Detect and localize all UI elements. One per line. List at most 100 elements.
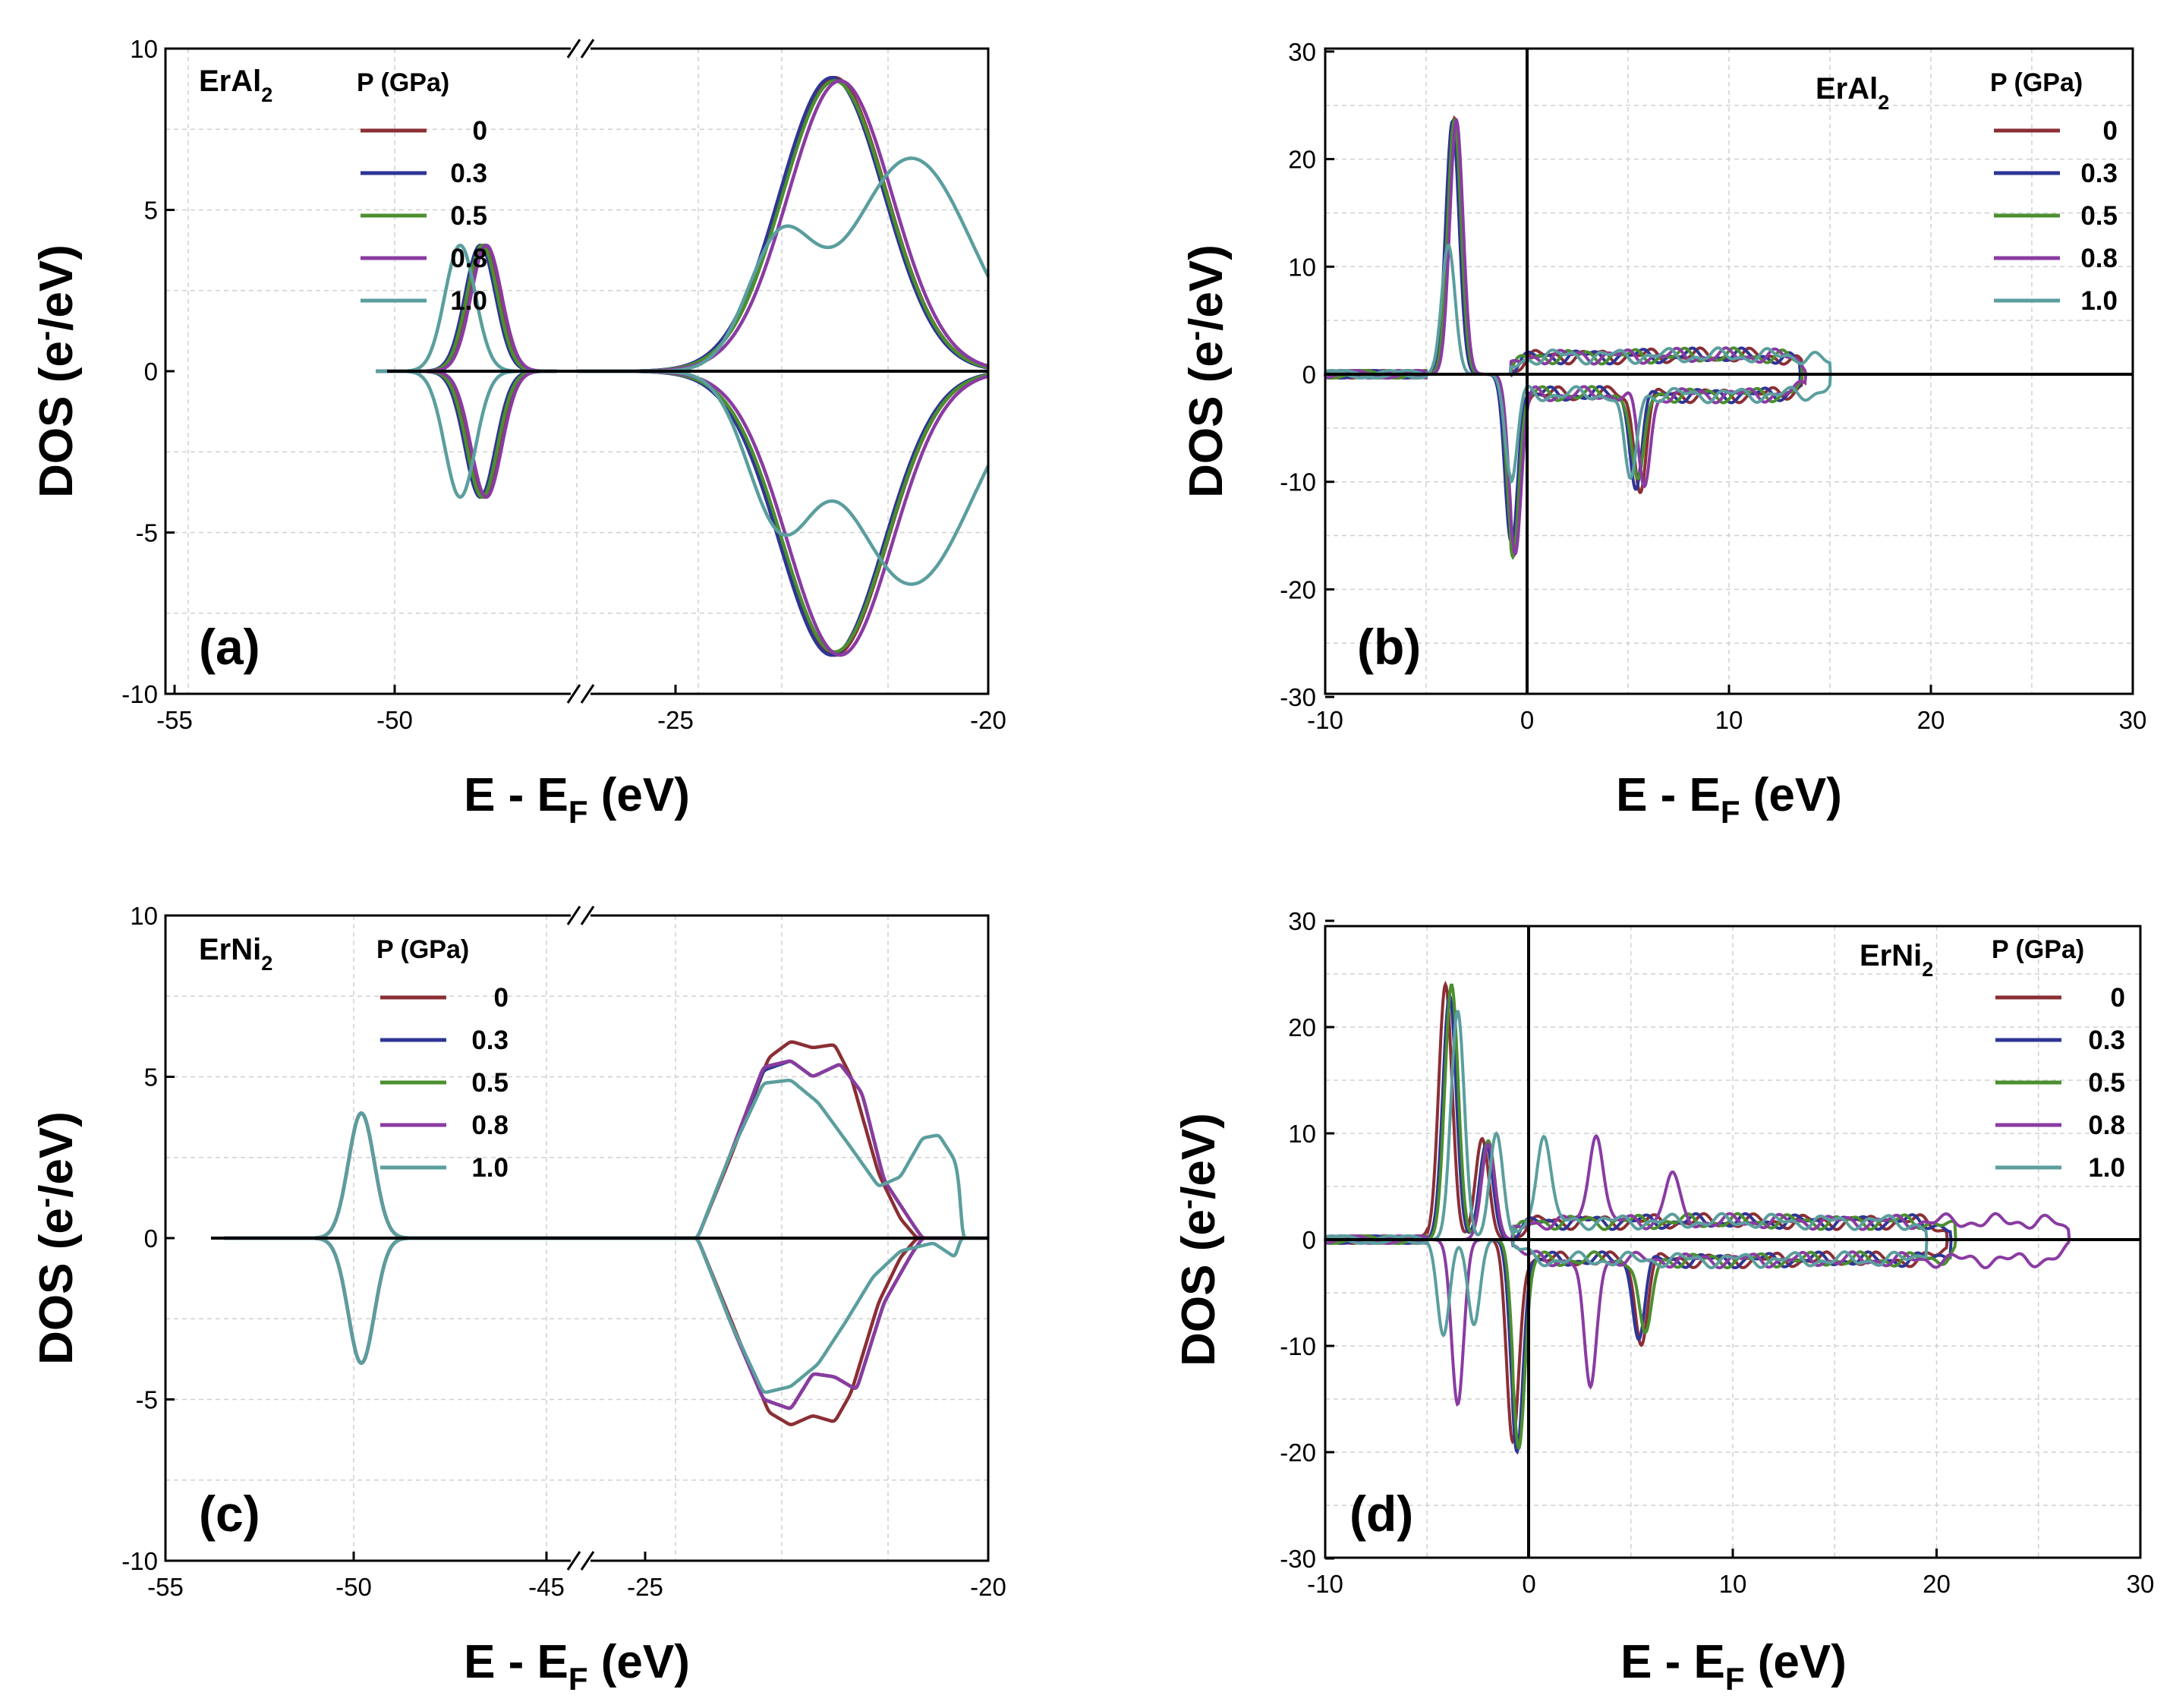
legend-label: 0.5 (2080, 201, 2118, 231)
compound-label: ErAl2 (199, 65, 272, 106)
x-tick-label: -20 (970, 706, 1006, 734)
dos-up-0.5 (1324, 983, 2006, 1245)
x-tick-label: -50 (376, 706, 413, 734)
y-tick-label: 20 (1288, 1013, 1316, 1042)
x-tick-label: 20 (1917, 706, 1945, 734)
compound-label: ErNi2 (1860, 939, 1933, 981)
y-tick-label: 20 (1288, 146, 1316, 174)
y-axis-title: DOS (e-/eV) (1179, 244, 1233, 498)
legend-label: 1.0 (450, 286, 487, 316)
dos-down-1.0 (1324, 368, 1881, 485)
x-tick-label: -25 (657, 706, 694, 734)
panel-d-erni2-valence: -30 -20 -10 0 10 20 30 -10 0 10 20 30 ErNi2 (d) P (… (1171, 907, 2154, 1697)
panel-label: (c) (199, 1486, 260, 1542)
dos-up-0.3 (577, 1059, 988, 1240)
x-tick-label: -55 (147, 1573, 184, 1601)
axis-break-top (566, 906, 595, 925)
series-1.0 (1324, 244, 1881, 485)
y-tick-label: -5 (136, 519, 158, 547)
legend: P (GPa) 0 0.3 0.5 0.8 1.0 (357, 68, 487, 316)
dos-up-0.8 (577, 1059, 988, 1240)
dos-down-0 (577, 1236, 988, 1426)
x-tick-label: -10 (1307, 1570, 1343, 1598)
y-axis-title: DOS (e-/eV) (29, 244, 83, 498)
y-tick-label: 10 (130, 902, 158, 930)
y-tick-label: -5 (136, 1386, 158, 1414)
x-axis-title: E - EF (eV) (1616, 769, 1842, 830)
y-tick-label: 10 (1288, 1120, 1316, 1148)
y-tick-label: 0 (1302, 1226, 1316, 1254)
y-tick-label: 10 (1288, 253, 1316, 281)
dos-down-0.5 (1324, 1234, 2006, 1450)
x-tick-label: 30 (2127, 1570, 2155, 1598)
legend: P (GPa) 0 0.3 0.5 0.8 1.0 (1992, 935, 2125, 1183)
legend-label: 0.5 (2088, 1068, 2125, 1098)
dos-down-0.3 (577, 1236, 988, 1410)
x-tick-label: 0 (1520, 706, 1534, 734)
legend-label: 0.8 (2088, 1111, 2125, 1140)
dos-down-0.8 (577, 369, 989, 657)
dos-down-0.3 (577, 369, 989, 657)
x-tick-label: -25 (627, 1573, 663, 1601)
dos-down-0.3 (224, 1236, 577, 1365)
y-tick-label: -10 (1280, 1332, 1316, 1360)
y-axis-title: DOS (e-/eV) (1171, 1113, 1225, 1366)
dos-down-0.8 (224, 1236, 577, 1365)
legend: P (GPa) 0 0.3 0.5 0.8 1.0 (1990, 68, 2118, 316)
x-tick-label: -55 (156, 706, 193, 734)
legend: P (GPa) 0 0.3 0.5 0.8 1.0 (376, 935, 509, 1183)
legend-title: P (GPa) (1990, 68, 2083, 97)
dos-down-0 (376, 369, 557, 499)
legend-label: 0 (2103, 116, 2118, 146)
x-tick-label: -20 (970, 1573, 1006, 1601)
dos-up-1.0 (224, 1111, 577, 1240)
axis-break-bottom (566, 684, 595, 704)
y-tick-label: 10 (130, 35, 158, 63)
legend-label: 0.3 (450, 159, 487, 188)
dos-up-0 (1324, 115, 1853, 380)
grid-lines (165, 915, 988, 1561)
legend-label: 0.3 (2080, 159, 2118, 188)
dos-up-1.0 (1324, 1010, 1978, 1245)
panel-label: (d) (1349, 1486, 1413, 1542)
dos-down-0.5 (577, 369, 989, 654)
legend-title: P (GPa) (376, 935, 469, 964)
dos-up-0.3 (577, 76, 989, 373)
axis-ticks: -30 -20 -10 0 10 20 30 -10 0 10 20 30 (1280, 38, 2146, 734)
dos-down-0 (577, 369, 989, 657)
legend-title: P (GPa) (1992, 935, 2084, 964)
series-1.0 (224, 1078, 988, 1394)
x-tick-label: 10 (1715, 706, 1743, 734)
x-tick-label: -45 (528, 1573, 565, 1601)
x-tick-label: -10 (1307, 706, 1343, 734)
series-0.8 (224, 1059, 988, 1410)
legend-label: 1.0 (2088, 1153, 2125, 1183)
dos-up-1.0 (1324, 244, 1881, 380)
series-0.8 (1324, 118, 1856, 557)
y-tick-label: -20 (1280, 575, 1316, 603)
dos-up-0.3 (1324, 118, 1850, 380)
dos-down-0.8 (577, 1236, 988, 1410)
y-tick-label: 0 (1302, 361, 1316, 389)
series-0.5 (1324, 117, 1853, 560)
y-tick-label: -10 (121, 680, 158, 708)
dos-down-0.5 (224, 1236, 577, 1365)
legend-label: 0 (2111, 983, 2125, 1013)
dos-up-0.3 (224, 1111, 577, 1240)
grid-lines (1325, 49, 2133, 694)
y-tick-label: 30 (1288, 38, 1316, 66)
x-tick-label: -50 (335, 1573, 372, 1601)
legend-title: P (GPa) (357, 68, 449, 97)
legend-label: 0.8 (471, 1111, 509, 1140)
y-tick-label: 5 (144, 197, 158, 225)
dos-up-0 (577, 76, 989, 373)
panel-b-erai2-valence: -30 -20 -10 0 10 20 30 -10 0 10 20 30 ErAl2 (b) P (… (1179, 38, 2146, 830)
legend-label: 0.5 (450, 201, 487, 231)
dos-down-0.8 (1324, 1234, 2121, 1407)
legend-label: 1.0 (471, 1153, 509, 1183)
panel-label: (a) (199, 619, 260, 675)
